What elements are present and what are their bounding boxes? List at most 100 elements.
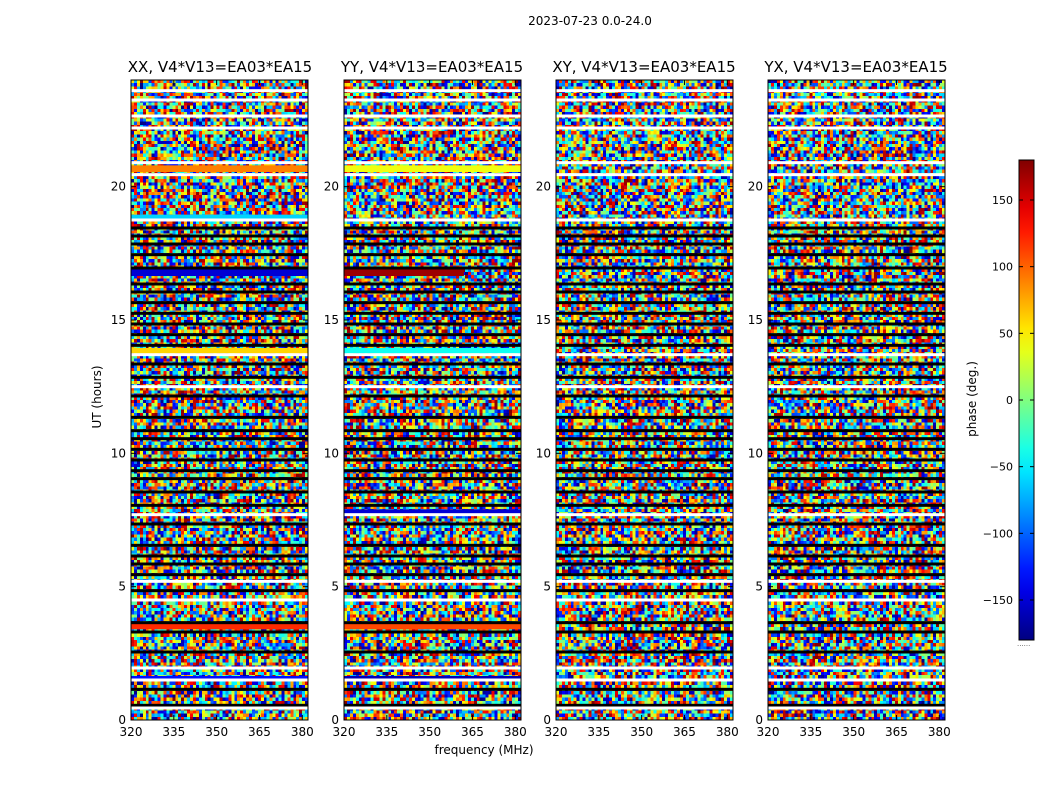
data-gap — [556, 89, 733, 93]
flagged-row — [131, 503, 308, 507]
x-tick-label: 365 — [673, 725, 696, 739]
flagged-row — [131, 322, 308, 326]
coherent-band — [131, 214, 308, 219]
panel-frame — [767, 79, 946, 721]
flagged-row — [131, 301, 308, 305]
y-tick-label: 5 — [331, 580, 339, 594]
flagged-row — [131, 650, 308, 654]
flagged-row — [344, 687, 521, 691]
flagged-row — [344, 562, 521, 566]
flagged-row — [768, 522, 945, 526]
flagged-row — [556, 282, 733, 286]
coherent-band — [131, 676, 308, 680]
colorbar-tick-label: 100 — [992, 261, 1013, 274]
panel-title-xy: XY, V4*V13=EA03*EA15 — [552, 58, 736, 76]
flagged-row — [768, 621, 945, 625]
colorbar-tick-label: −150 — [983, 594, 1013, 607]
flagged-row — [344, 621, 521, 625]
data-gap — [768, 706, 945, 710]
data-gap — [131, 513, 308, 517]
flagged-row — [556, 477, 733, 481]
flagged-row — [344, 242, 521, 246]
flagged-row — [131, 311, 308, 315]
flagged-row — [768, 394, 945, 398]
flagged-row — [556, 630, 733, 634]
flagged-row — [344, 301, 521, 305]
coherent-band — [344, 624, 521, 630]
data-gap — [344, 161, 521, 165]
flagged-row — [344, 522, 521, 526]
flagged-row — [344, 503, 521, 507]
y-tick-label: 15 — [111, 313, 126, 327]
flagged-row — [768, 447, 945, 451]
x-tick-label: 380 — [928, 725, 951, 739]
flagged-row — [131, 375, 308, 379]
flagged-row — [768, 477, 945, 481]
flagged-row — [131, 543, 308, 547]
flagged-row — [344, 469, 521, 473]
panel-title-xx: XX, V4*V13=EA03*EA15 — [127, 58, 313, 76]
data-gap — [131, 666, 308, 670]
flagged-row — [131, 242, 308, 246]
flagged-row — [344, 290, 521, 294]
flagged-row — [344, 543, 521, 547]
data-gap — [131, 385, 308, 389]
flagged-row — [556, 703, 733, 707]
y-tick-label: 15 — [748, 313, 763, 327]
flagged-row — [344, 415, 521, 419]
flagged-row — [344, 394, 521, 398]
data-gap — [344, 513, 521, 517]
data-gap — [556, 218, 733, 222]
data-gap — [768, 666, 945, 670]
flagged-row — [768, 242, 945, 246]
flagged-row — [768, 282, 945, 286]
flagged-row — [768, 458, 945, 462]
data-gap — [768, 579, 945, 583]
y-tick-label: 10 — [748, 446, 763, 460]
flagged-row — [556, 621, 733, 625]
flagged-row — [556, 543, 733, 547]
y-tick-label: 20 — [536, 180, 551, 194]
flagged-row — [556, 447, 733, 451]
flagged-row — [768, 562, 945, 566]
data-gap — [556, 353, 733, 357]
data-gap — [768, 385, 945, 389]
flagged-row — [556, 362, 733, 366]
panel-frame — [555, 79, 734, 721]
flagged-row — [131, 253, 308, 257]
flagged-row — [344, 311, 521, 315]
flagged-row — [768, 650, 945, 654]
flagged-row — [131, 469, 308, 473]
flagged-row — [344, 703, 521, 707]
flagged-row — [131, 458, 308, 462]
flagged-row — [556, 490, 733, 494]
flagged-row — [768, 554, 945, 558]
coherent-band — [344, 348, 521, 354]
flagged-row — [131, 687, 308, 691]
flagged-row — [556, 437, 733, 441]
data-gap — [344, 173, 521, 177]
flagged-row — [556, 226, 733, 230]
flagged-row — [344, 490, 521, 494]
flagged-row — [768, 687, 945, 691]
data-gap — [344, 114, 521, 118]
data-gap — [768, 353, 945, 357]
data-gap — [556, 666, 733, 670]
data-gap — [556, 598, 733, 602]
data-gap — [556, 579, 733, 583]
flagged-row — [556, 503, 733, 507]
flagged-row — [556, 562, 733, 566]
flagged-row — [768, 266, 945, 270]
flagged-row — [556, 573, 733, 577]
x-axis-label: frequency (MHz) — [434, 743, 534, 757]
flagged-row — [344, 322, 521, 326]
y-tick-label: 0 — [543, 713, 551, 727]
colorbar-label: phase (deg.) — [965, 361, 979, 437]
coherent-band — [131, 624, 308, 630]
x-tick-label: 335 — [799, 725, 822, 739]
panel-frame — [130, 79, 309, 721]
x-tick-label: 365 — [461, 725, 484, 739]
flagged-row — [556, 687, 733, 691]
y-tick-label: 20 — [324, 180, 339, 194]
